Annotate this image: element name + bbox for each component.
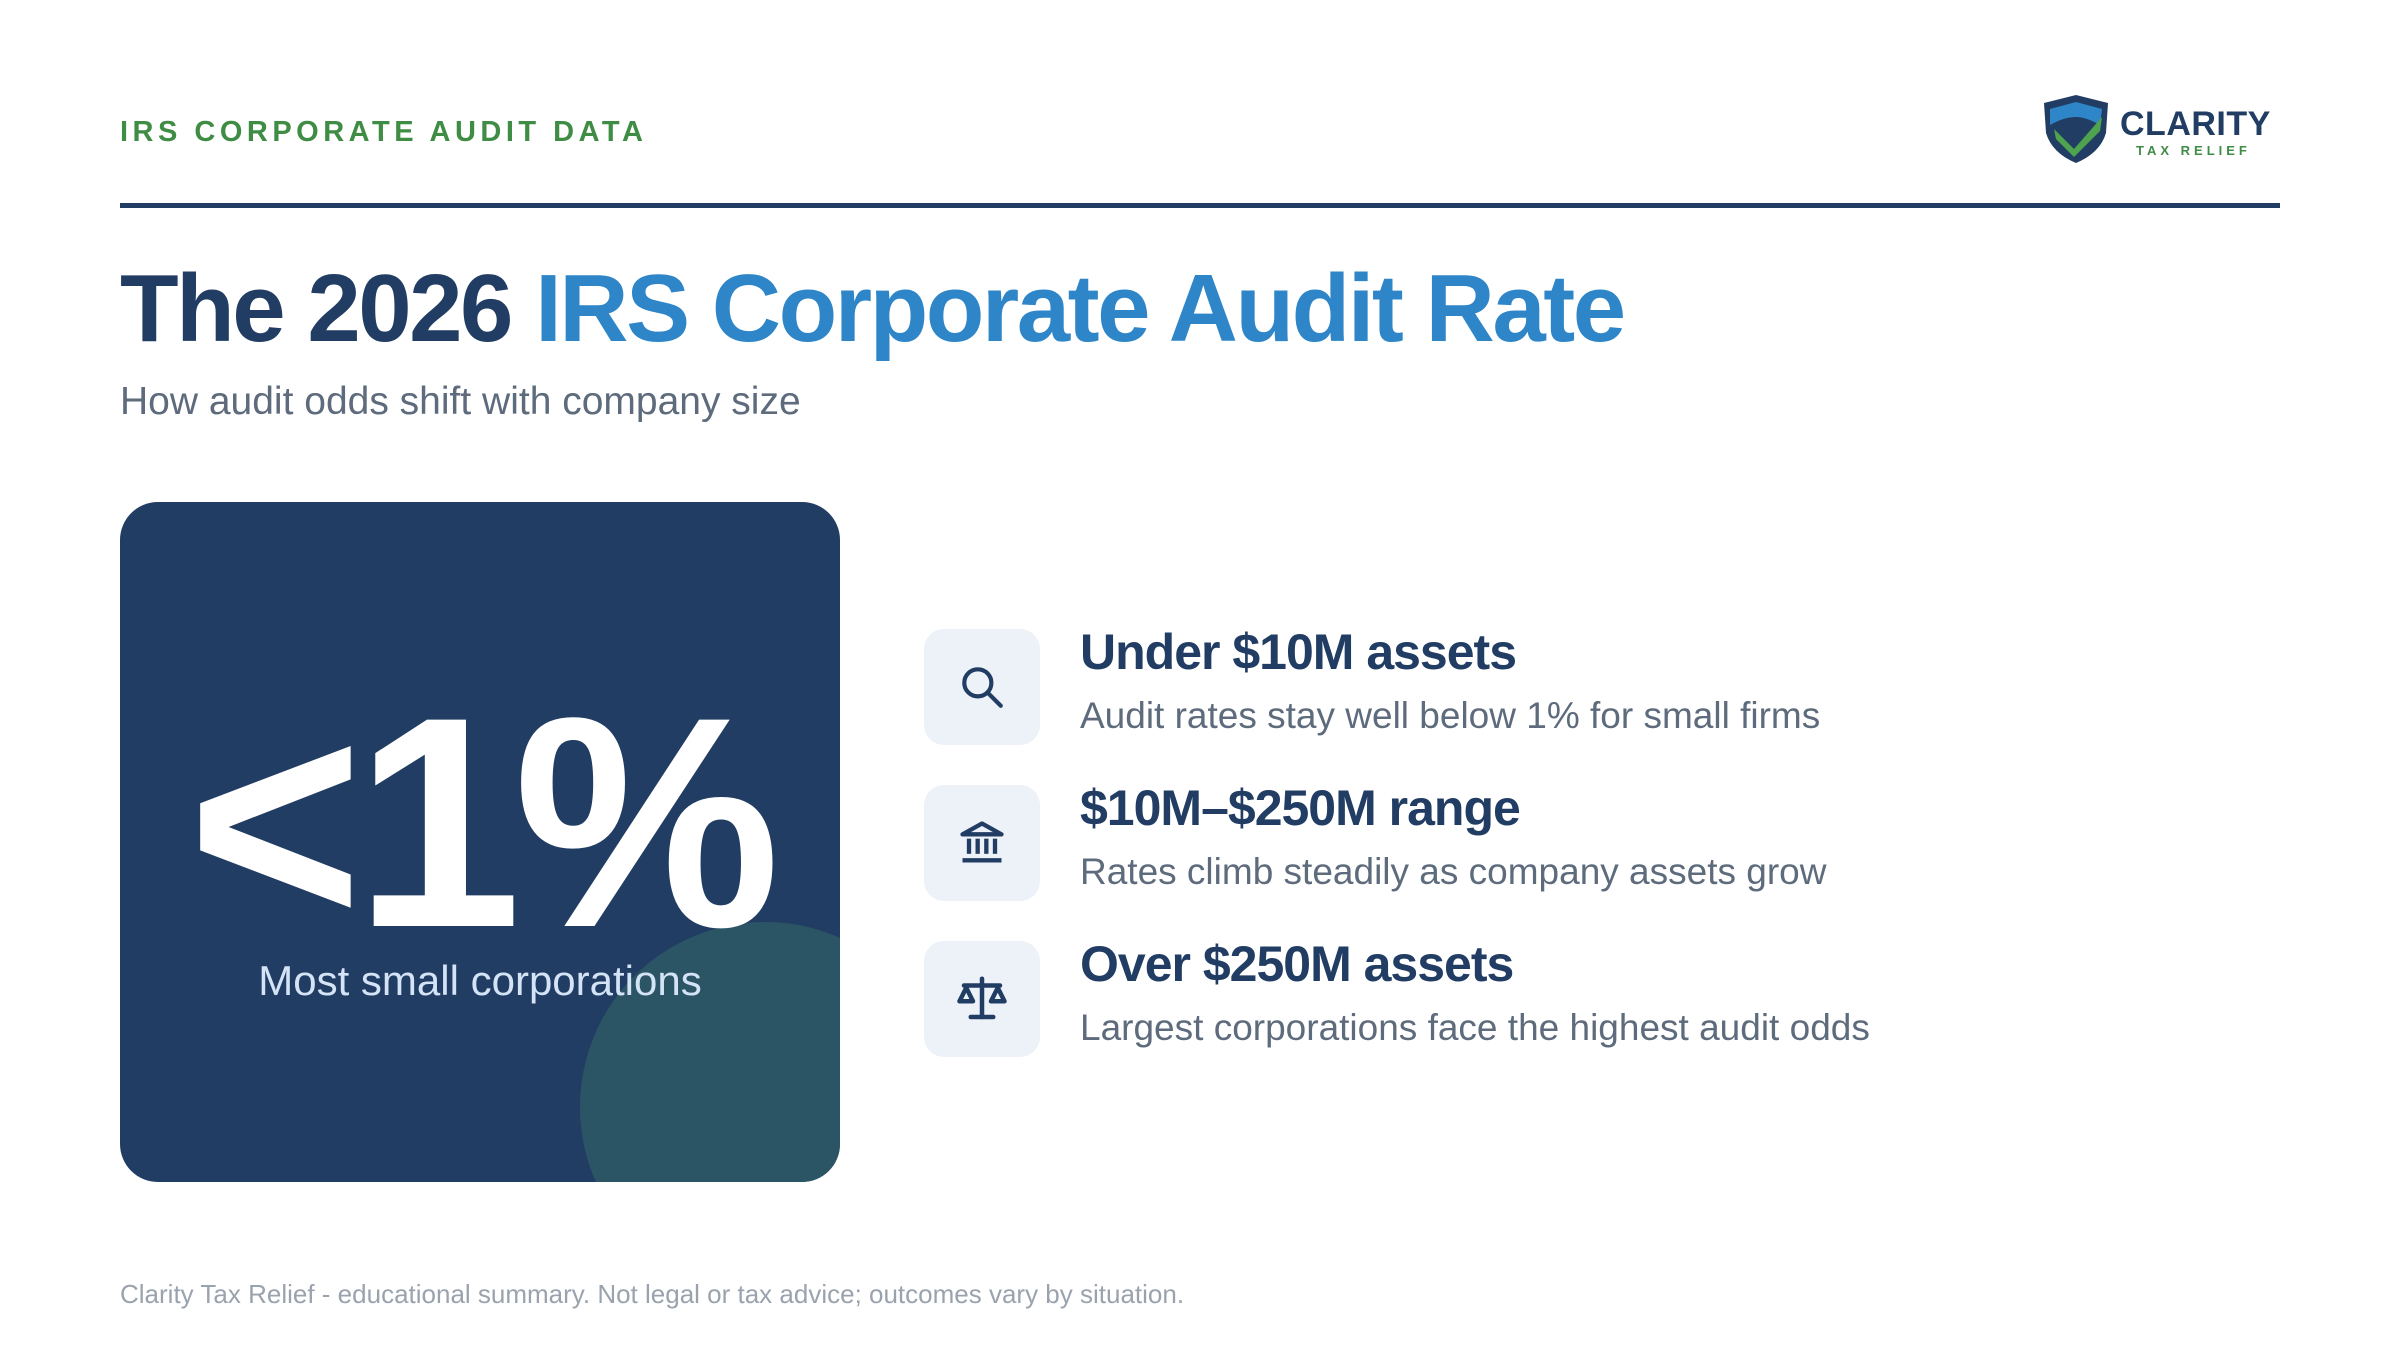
title-highlight: IRS Corporate Audit Rate (535, 255, 1626, 362)
icon-scale (924, 941, 1040, 1057)
item-heading: Over $250M assets (1080, 936, 1514, 992)
logo-tagline: TAX RELIEF (2136, 143, 2251, 158)
icon-bank (924, 785, 1040, 901)
title-lead: The 2026 (120, 255, 513, 362)
footer: Clarity Tax Relief - educational summary… (120, 1279, 1185, 1309)
stat-label: Most small corporations (258, 957, 702, 1004)
item: Over $250M assets Largest corporations f… (924, 936, 2224, 1061)
item-heading: $10M–$250M range (1080, 780, 1521, 836)
logo-name: CLARITY (2120, 105, 2271, 143)
item: $10M–$250M range Rates climb steadily as… (924, 780, 2224, 905)
logo-shield (2044, 95, 2108, 163)
icon-search (924, 629, 1040, 745)
logo: CLARITY TAX RELIEF (2040, 95, 2280, 165)
divider (120, 203, 2280, 208)
stat-value: <1% (187, 654, 781, 990)
subtitle: How audit odds shift with company size (120, 380, 801, 423)
title: The 2026 IRS Corporate Audit Rate (120, 254, 1626, 364)
item-description: Rates climb steadily as company assets g… (1080, 851, 1827, 892)
item-description: Largest corporations face the highest au… (1080, 1007, 1870, 1048)
eyebrow: IRS CORPORATE AUDIT DATA (120, 116, 648, 148)
item-description: Audit rates stay well below 1% for small… (1080, 695, 1821, 736)
item-heading: Under $10M assets (1080, 624, 1517, 680)
item: Under $10M assets Audit rates stay well … (924, 624, 2224, 749)
stat-card: <1% Most small corporations (120, 502, 840, 1182)
